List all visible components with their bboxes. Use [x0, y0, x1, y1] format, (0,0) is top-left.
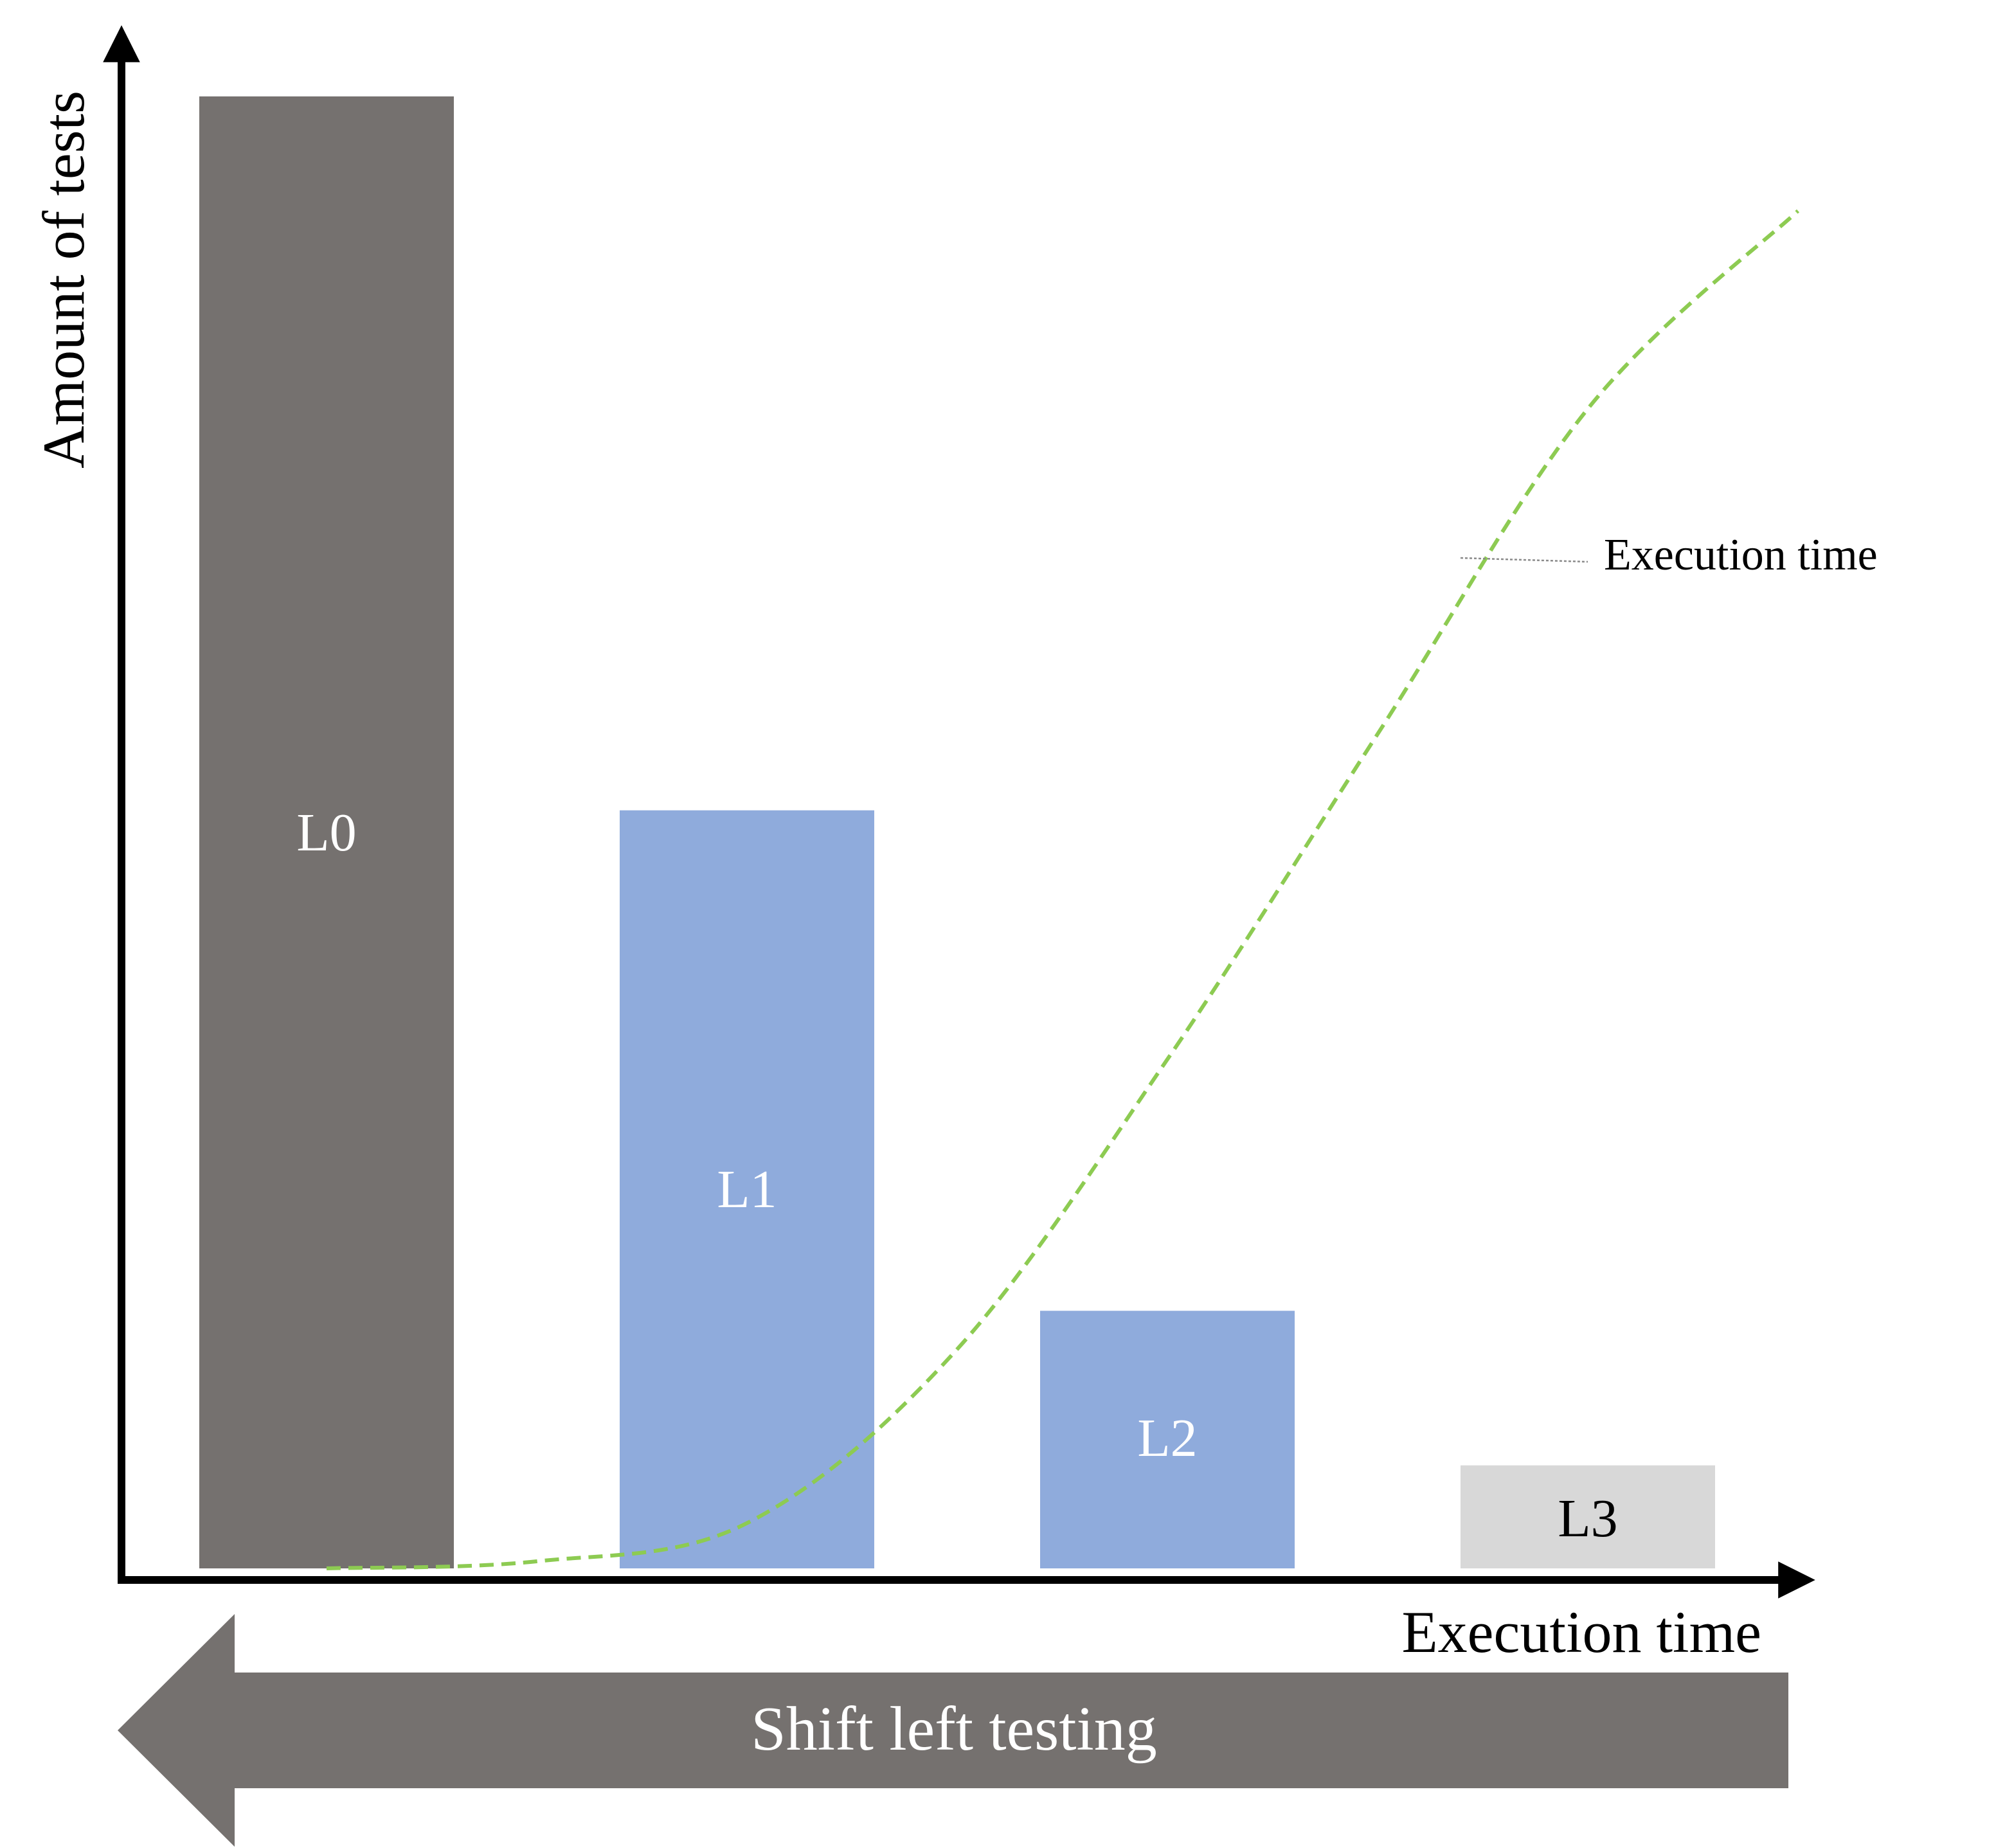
x-axis-title: Execution time: [1401, 1599, 1761, 1665]
bar-label-l3: L3: [1558, 1489, 1617, 1548]
bar-l0: [199, 96, 454, 1568]
bar-l3: [1461, 1465, 1715, 1568]
execution-time-curve: [326, 209, 1800, 1570]
shift-left-arrow-icon: [118, 1614, 1788, 1847]
bar-l1: [620, 810, 874, 1568]
bar-l2: [1040, 1311, 1295, 1568]
shift-left-label: Shift left testing: [751, 1694, 1157, 1764]
y-axis-title: Amount of tests: [31, 91, 96, 469]
bar-label-l2: L2: [1137, 1408, 1197, 1468]
bar-label-l1: L1: [717, 1160, 777, 1219]
bar-label-l0: L0: [296, 803, 356, 863]
annotation-leader-line: [1460, 557, 1588, 563]
execution-time-annotation: Execution time: [1604, 530, 1878, 580]
